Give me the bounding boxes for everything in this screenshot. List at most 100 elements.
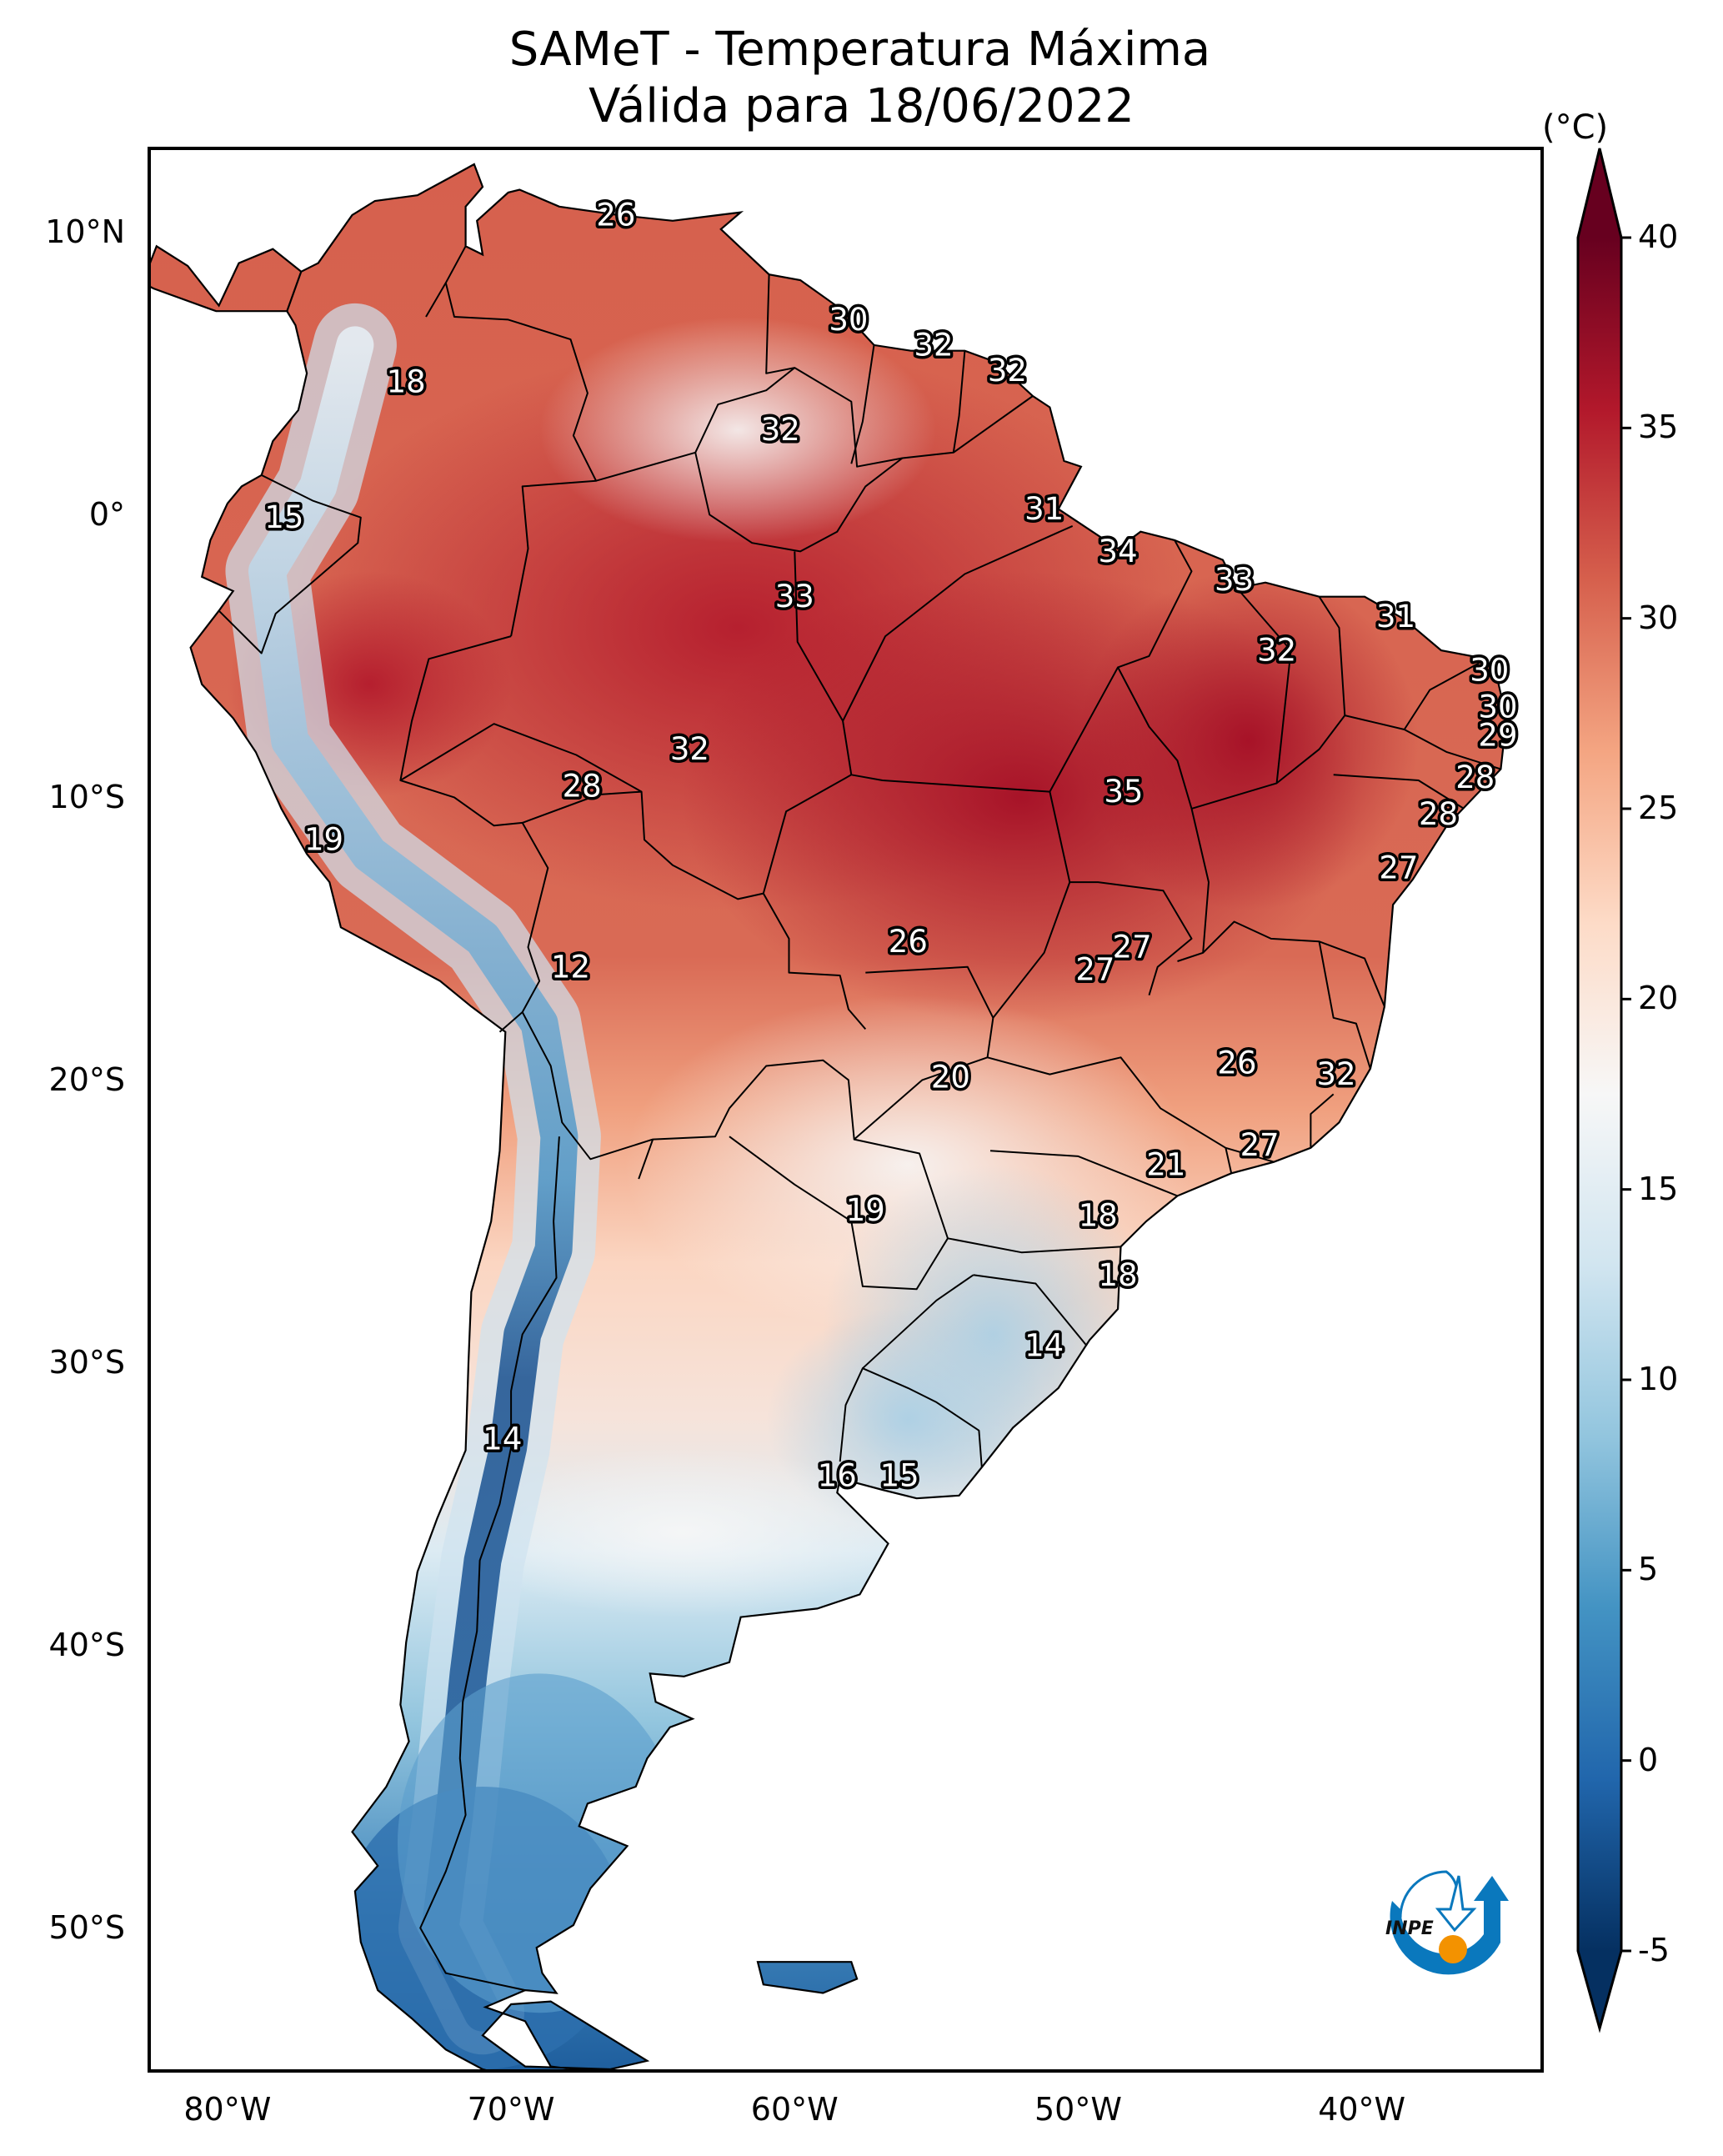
border-line: [218, 474, 362, 654]
border-line: [425, 282, 598, 637]
pampas-mild: [454, 1447, 909, 1617]
colorbar-tick-label: 15: [1638, 1170, 1679, 1207]
border-line: [444, 245, 467, 283]
border-line: [1345, 658, 1487, 730]
border-line: [862, 1274, 974, 1369]
border-line: [1310, 1093, 1335, 1148]
temperature-label: 28: [1455, 760, 1495, 795]
chart-title-line-2: Válida para 18/06/2022: [589, 79, 1134, 133]
temperature-label: 12: [551, 949, 590, 985]
longitude-tick-label: 70°W: [467, 2091, 555, 2128]
temperature-label: 32: [1257, 633, 1296, 669]
colorbar-unit-label: (°C): [1542, 108, 1609, 147]
temperature-label: 34: [1099, 534, 1138, 569]
temperature-label: 19: [846, 1192, 885, 1228]
logo-text: INPE: [1385, 1918, 1434, 1939]
temperature-label: 30: [829, 302, 868, 338]
guiana-highlands-cooler: [539, 317, 937, 544]
colorbar-tick-label: 40: [1638, 218, 1679, 255]
temperature-label: 32: [761, 412, 800, 448]
colorbar: [1576, 148, 1631, 2033]
border-line: [595, 367, 795, 482]
longitude-tick-label: 60°W: [750, 2091, 839, 2128]
temperature-label: 19: [304, 822, 343, 858]
temperature-label: 30: [1478, 689, 1517, 725]
border-line: [865, 965, 994, 1019]
colorbar-tick-label: 25: [1638, 790, 1679, 826]
logo-arrow-icon: [1435, 1875, 1477, 1933]
latitude-tick-label: 10°S: [48, 779, 125, 816]
colorbar-tick-label: 10: [1638, 1361, 1679, 1397]
latitude-tick-label: 20°S: [48, 1061, 125, 1099]
logo-dot-icon: [1439, 1935, 1467, 1963]
latitude-tick-label: 30°S: [48, 1344, 125, 1381]
colorbar-tick-label: 0: [1638, 1741, 1659, 1778]
longitude-tick-label: 80°W: [183, 2091, 272, 2128]
temperature-label: 27: [1240, 1127, 1280, 1163]
map-plot-area: 26 30 32 32 32 18 15 31 34 33 33 31 32 30 30 29 28 28 32 28…: [148, 147, 1544, 2073]
border-line: [986, 881, 1193, 1058]
temperature-label: 26: [1217, 1045, 1256, 1081]
temperature-label: 14: [483, 1421, 522, 1457]
temperature-label: 28: [563, 768, 602, 804]
logo-arc-icon: [1390, 1876, 1509, 1975]
border-line: [850, 344, 875, 464]
border-line: [854, 1056, 1275, 1163]
temperature-label: 15: [880, 1458, 919, 1494]
chart-title-line-1: SAMeT - Temperatura Máxima: [508, 23, 1211, 77]
latitude-tick-label: 50°S: [48, 1909, 125, 1947]
colorbar-gradient: [1578, 238, 1621, 1951]
colorbar-tick-label: 20: [1638, 980, 1679, 1017]
colorbar-upper-extend-arrow: [1578, 148, 1621, 238]
temperature-label: 16: [818, 1458, 857, 1494]
longitude-tick-label: 40°W: [1318, 2091, 1406, 2128]
border-line: [522, 790, 867, 1030]
temperature-field: [151, 163, 1508, 2069]
temperature-label: 35: [1104, 774, 1143, 810]
temperature-label: 32: [914, 327, 953, 363]
border-line: [399, 635, 549, 1033]
border-line: [729, 1136, 949, 1291]
longitude-tick-label: 50°W: [1034, 2091, 1122, 2128]
border-line: [694, 452, 904, 553]
temperature-label: 31: [1024, 491, 1064, 527]
temperature-label: 21: [1146, 1147, 1185, 1183]
border-line: [1202, 920, 1385, 1007]
temperature-label: 33: [775, 579, 814, 614]
country-borders: [218, 245, 1501, 1992]
northeast-warm-core: [1078, 571, 1419, 910]
border-line: [1404, 729, 1501, 770]
colorbar-tick-label: 35: [1638, 409, 1679, 446]
colorbar-tick-label: -5: [1638, 1932, 1670, 1968]
latitude-tick-label: 40°S: [48, 1627, 125, 1664]
border-line: [947, 1237, 1121, 1254]
colorbar-tick-label: 5: [1638, 1551, 1659, 1588]
inpe-logo: INPE: [1385, 1870, 1509, 1975]
temperature-label: 26: [889, 924, 928, 960]
border-line: [1049, 539, 1193, 793]
border-line: [762, 774, 1071, 894]
temperature-label: 18: [1099, 1257, 1138, 1293]
temperature-label: 32: [670, 731, 709, 767]
colorbar-tick-label: 30: [1638, 599, 1679, 636]
border-line: [521, 1011, 949, 1239]
temperature-label: 30: [1470, 652, 1509, 688]
latitude-tick-label: 10°N: [45, 213, 125, 251]
border-line: [839, 1367, 983, 1467]
temperature-label: 31: [1376, 599, 1415, 634]
border-line: [842, 524, 1074, 775]
temperature-label: 14: [1024, 1328, 1064, 1364]
temperature-label: 27: [1379, 850, 1418, 886]
border-line: [1318, 941, 1371, 1070]
border-line: [1191, 596, 1346, 810]
temperature-label: 18: [1079, 1198, 1118, 1234]
temperature-label: 33: [1215, 562, 1254, 598]
colorbar-lower-extend-arrow: [1578, 1951, 1621, 2028]
temperature-label: 20: [931, 1060, 970, 1096]
border-line: [1333, 774, 1465, 810]
latitude-tick-label: 0°: [88, 496, 125, 534]
border-line: [419, 1136, 560, 1992]
border-line: [399, 723, 643, 793]
